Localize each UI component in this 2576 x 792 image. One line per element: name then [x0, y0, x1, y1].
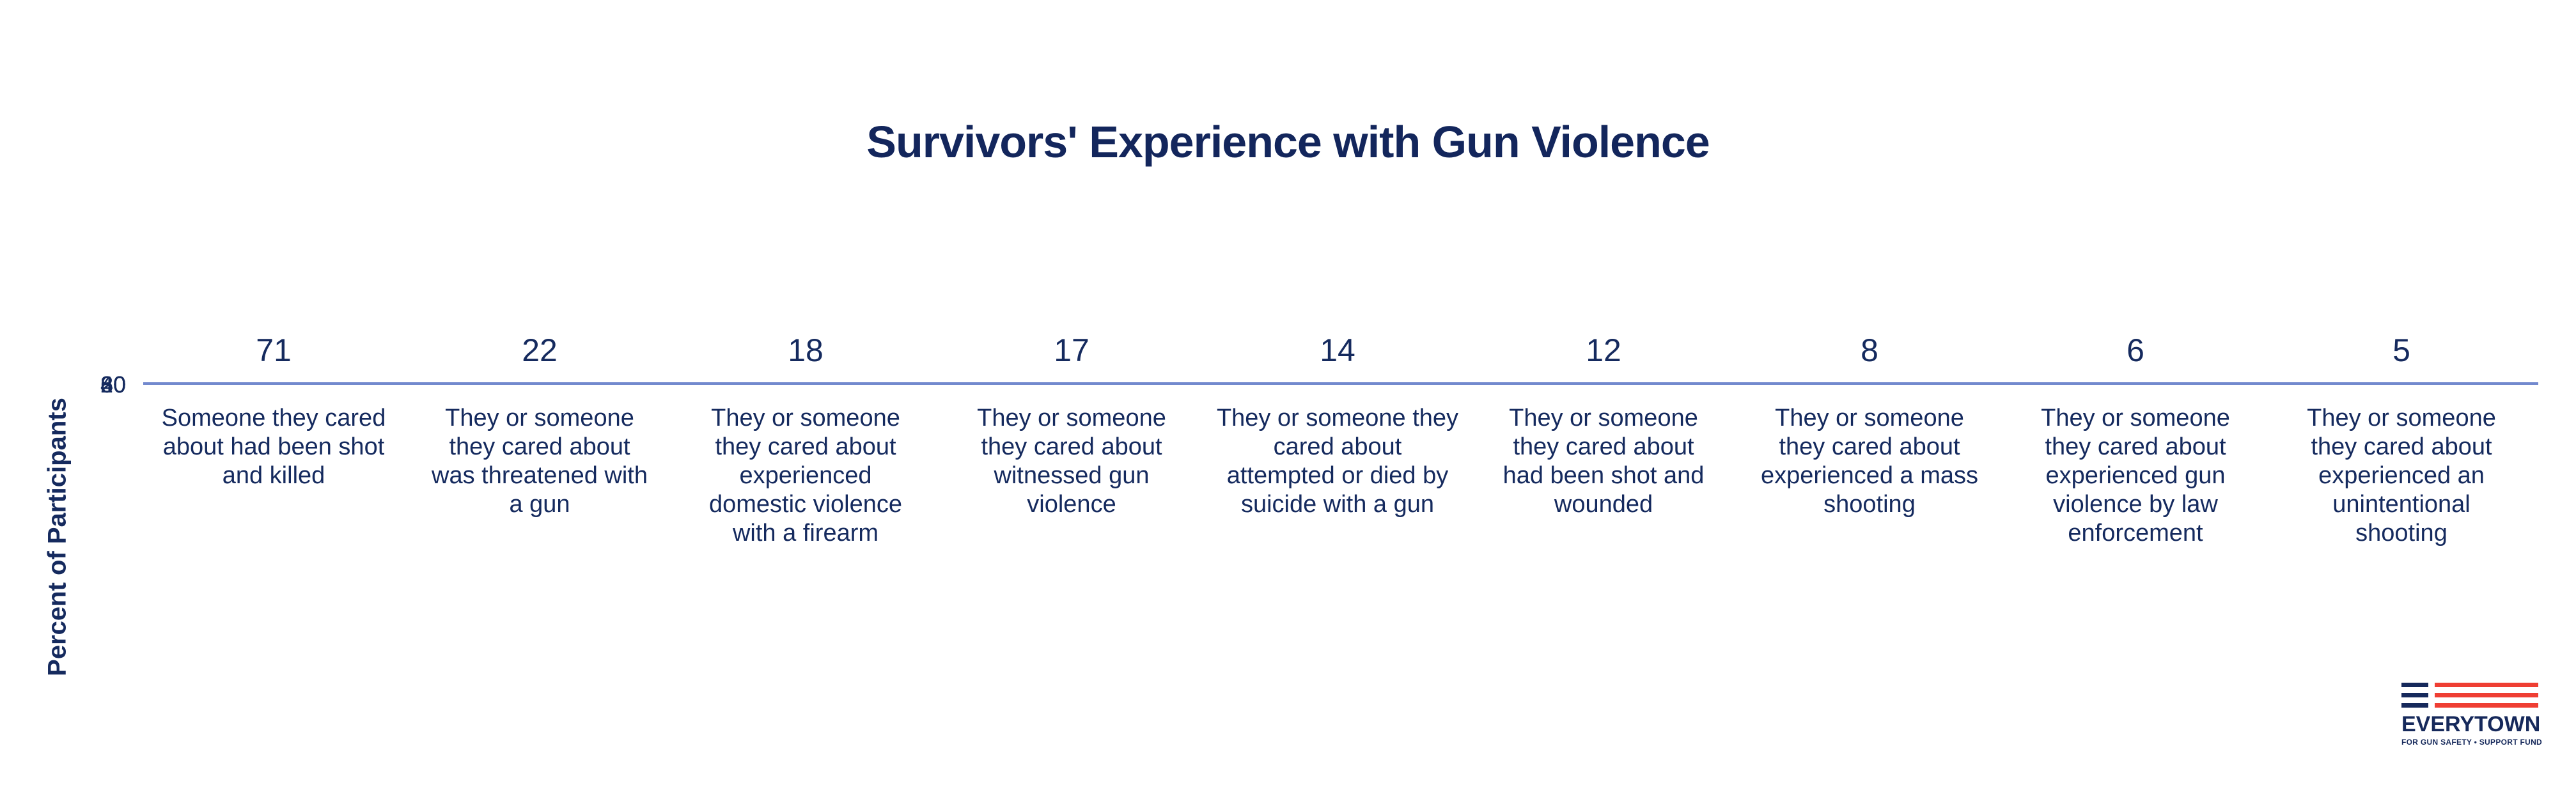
category-label: They or someone they cared about experie…	[2041, 405, 2230, 547]
y-axis-title: Percent of Participants	[43, 398, 72, 676]
value-label: 17	[1054, 332, 1089, 368]
logo-flag-row	[2401, 693, 2538, 697]
category-label-row: Someone they cared about had been shot a…	[141, 404, 2534, 548]
logo-wordmark: EVERYTOWN	[2401, 712, 2541, 736]
y-axis-tick: 20	[100, 371, 126, 398]
logo-tagline: FOR GUN SAFETY • SUPPORT FUND	[2401, 738, 2543, 747]
value-label-row: 71 22 18 17 14 12 8 6 5	[141, 332, 2534, 368]
y-axis-tick: 60	[100, 371, 126, 398]
category-label: They or someone they cared about experie…	[708, 405, 903, 547]
category-label: They or someone they cared about was thr…	[432, 405, 648, 518]
logo-flag-long-bar	[2435, 693, 2538, 697]
logo-flag-short-bar	[2401, 693, 2428, 697]
logo-flag-icon	[2401, 683, 2538, 708]
value-label: 12	[1586, 332, 1621, 368]
logo-flag-short-bar	[2401, 683, 2428, 687]
category-label: They or someone they cared about attempt…	[1216, 405, 1459, 518]
value-label: 8	[1861, 332, 1878, 368]
value-label: 6	[2127, 332, 2144, 368]
category-label: They or someone they cared about witness…	[977, 405, 1166, 518]
value-label: 18	[788, 332, 824, 368]
logo-flag-long-bar	[2435, 703, 2538, 708]
y-axis-tick: 0	[113, 371, 126, 398]
value-label: 22	[522, 332, 558, 368]
category-label: They or someone they cared about experie…	[2307, 405, 2496, 547]
value-label: 5	[2393, 332, 2410, 368]
category-label: They or someone they cared about experie…	[1760, 405, 1979, 518]
category-label: Someone they cared about had been shot a…	[161, 405, 386, 489]
value-label: 71	[256, 332, 292, 368]
logo-flag-short-bar	[2401, 703, 2428, 708]
chart-title: Survivors' Experience with Gun Violence	[866, 117, 1710, 167]
everytown-logo: EVERYTOWN FOR GUN SAFETY • SUPPORT FUND	[2401, 683, 2543, 747]
logo-flag-row	[2401, 683, 2538, 687]
logo-flag-row	[2401, 703, 2538, 708]
x-axis-line	[143, 382, 2538, 385]
logo-flag-long-bar	[2435, 683, 2538, 687]
y-axis-tick: 80	[100, 371, 126, 398]
y-axis-tick-stack: 0 20 40 60 80	[36, 371, 126, 399]
y-axis-tick: 40	[100, 371, 126, 398]
category-label: They or someone they cared about had bee…	[1503, 405, 1705, 518]
value-label: 14	[1320, 332, 1355, 368]
